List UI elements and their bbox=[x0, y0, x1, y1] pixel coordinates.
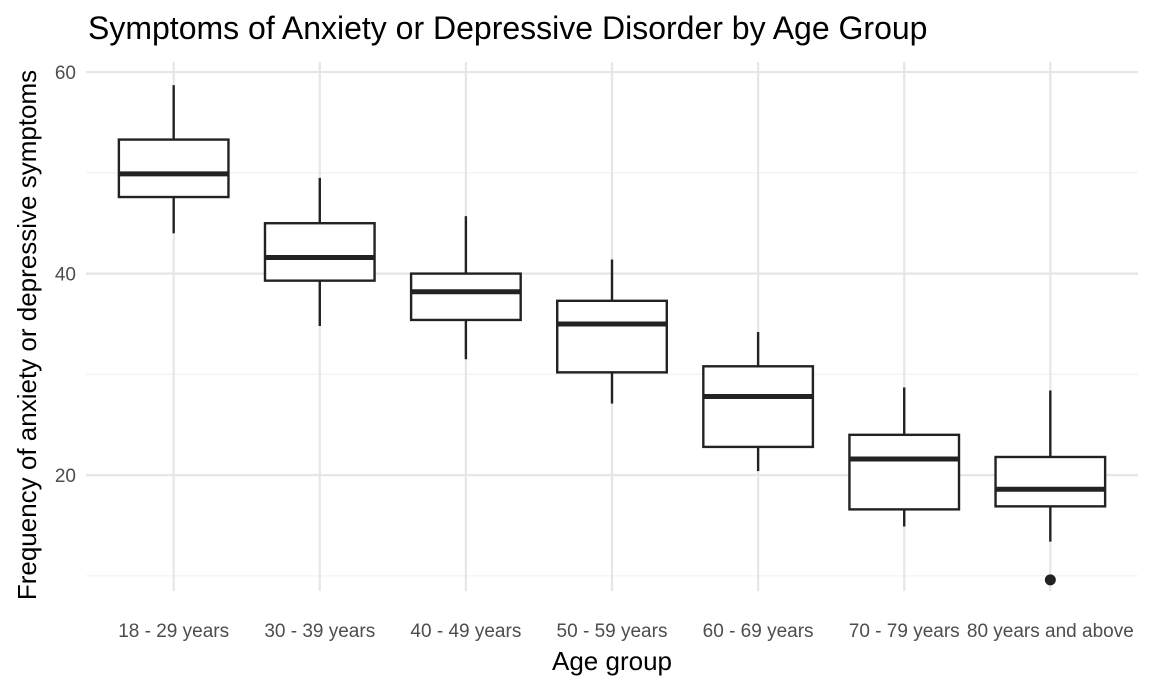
y-axis-title: Frequency of anxiety or depressive sympt… bbox=[12, 70, 42, 600]
boxplot-group bbox=[117, 85, 230, 234]
iqr-box bbox=[263, 222, 376, 282]
x-tick-label: 70 - 79 years bbox=[849, 621, 960, 642]
outlier-point bbox=[1044, 574, 1056, 586]
boxplot-group bbox=[556, 259, 668, 404]
x-axis-title: Age group bbox=[552, 646, 672, 676]
x-axis-ticks: 18 - 29 years 30 - 39 years 40 - 49 years 5… bbox=[118, 621, 1134, 642]
x-tick-label: 18 - 29 years bbox=[118, 621, 229, 642]
boxplot-group bbox=[263, 177, 376, 326]
boxplot-group bbox=[702, 332, 815, 472]
y-tick-label: 20 bbox=[55, 466, 76, 487]
y-tick-label: 40 bbox=[55, 265, 76, 286]
y-tick-label: 60 bbox=[55, 63, 76, 84]
iqr-box bbox=[556, 299, 668, 374]
iqr-box bbox=[409, 272, 522, 322]
x-tick-label: 40 - 49 years bbox=[410, 621, 521, 642]
iqr-box bbox=[117, 138, 230, 199]
boxplots bbox=[117, 85, 1107, 586]
boxplot-group bbox=[848, 387, 961, 527]
iqr-box bbox=[848, 433, 961, 511]
boxplot-group bbox=[409, 216, 522, 360]
iqr-box bbox=[702, 365, 815, 449]
chart-title: Symptoms of Anxiety or Depressive Disord… bbox=[88, 10, 927, 46]
y-axis-ticks: 20 40 60 bbox=[55, 63, 76, 487]
x-tick-label: 50 - 59 years bbox=[557, 621, 668, 642]
boxplot-group bbox=[994, 390, 1107, 586]
x-tick-label: 80 years and above bbox=[967, 621, 1134, 642]
x-tick-label: 30 - 39 years bbox=[264, 621, 375, 642]
x-tick-label: 60 - 69 years bbox=[703, 621, 814, 642]
iqr-box bbox=[994, 455, 1107, 508]
